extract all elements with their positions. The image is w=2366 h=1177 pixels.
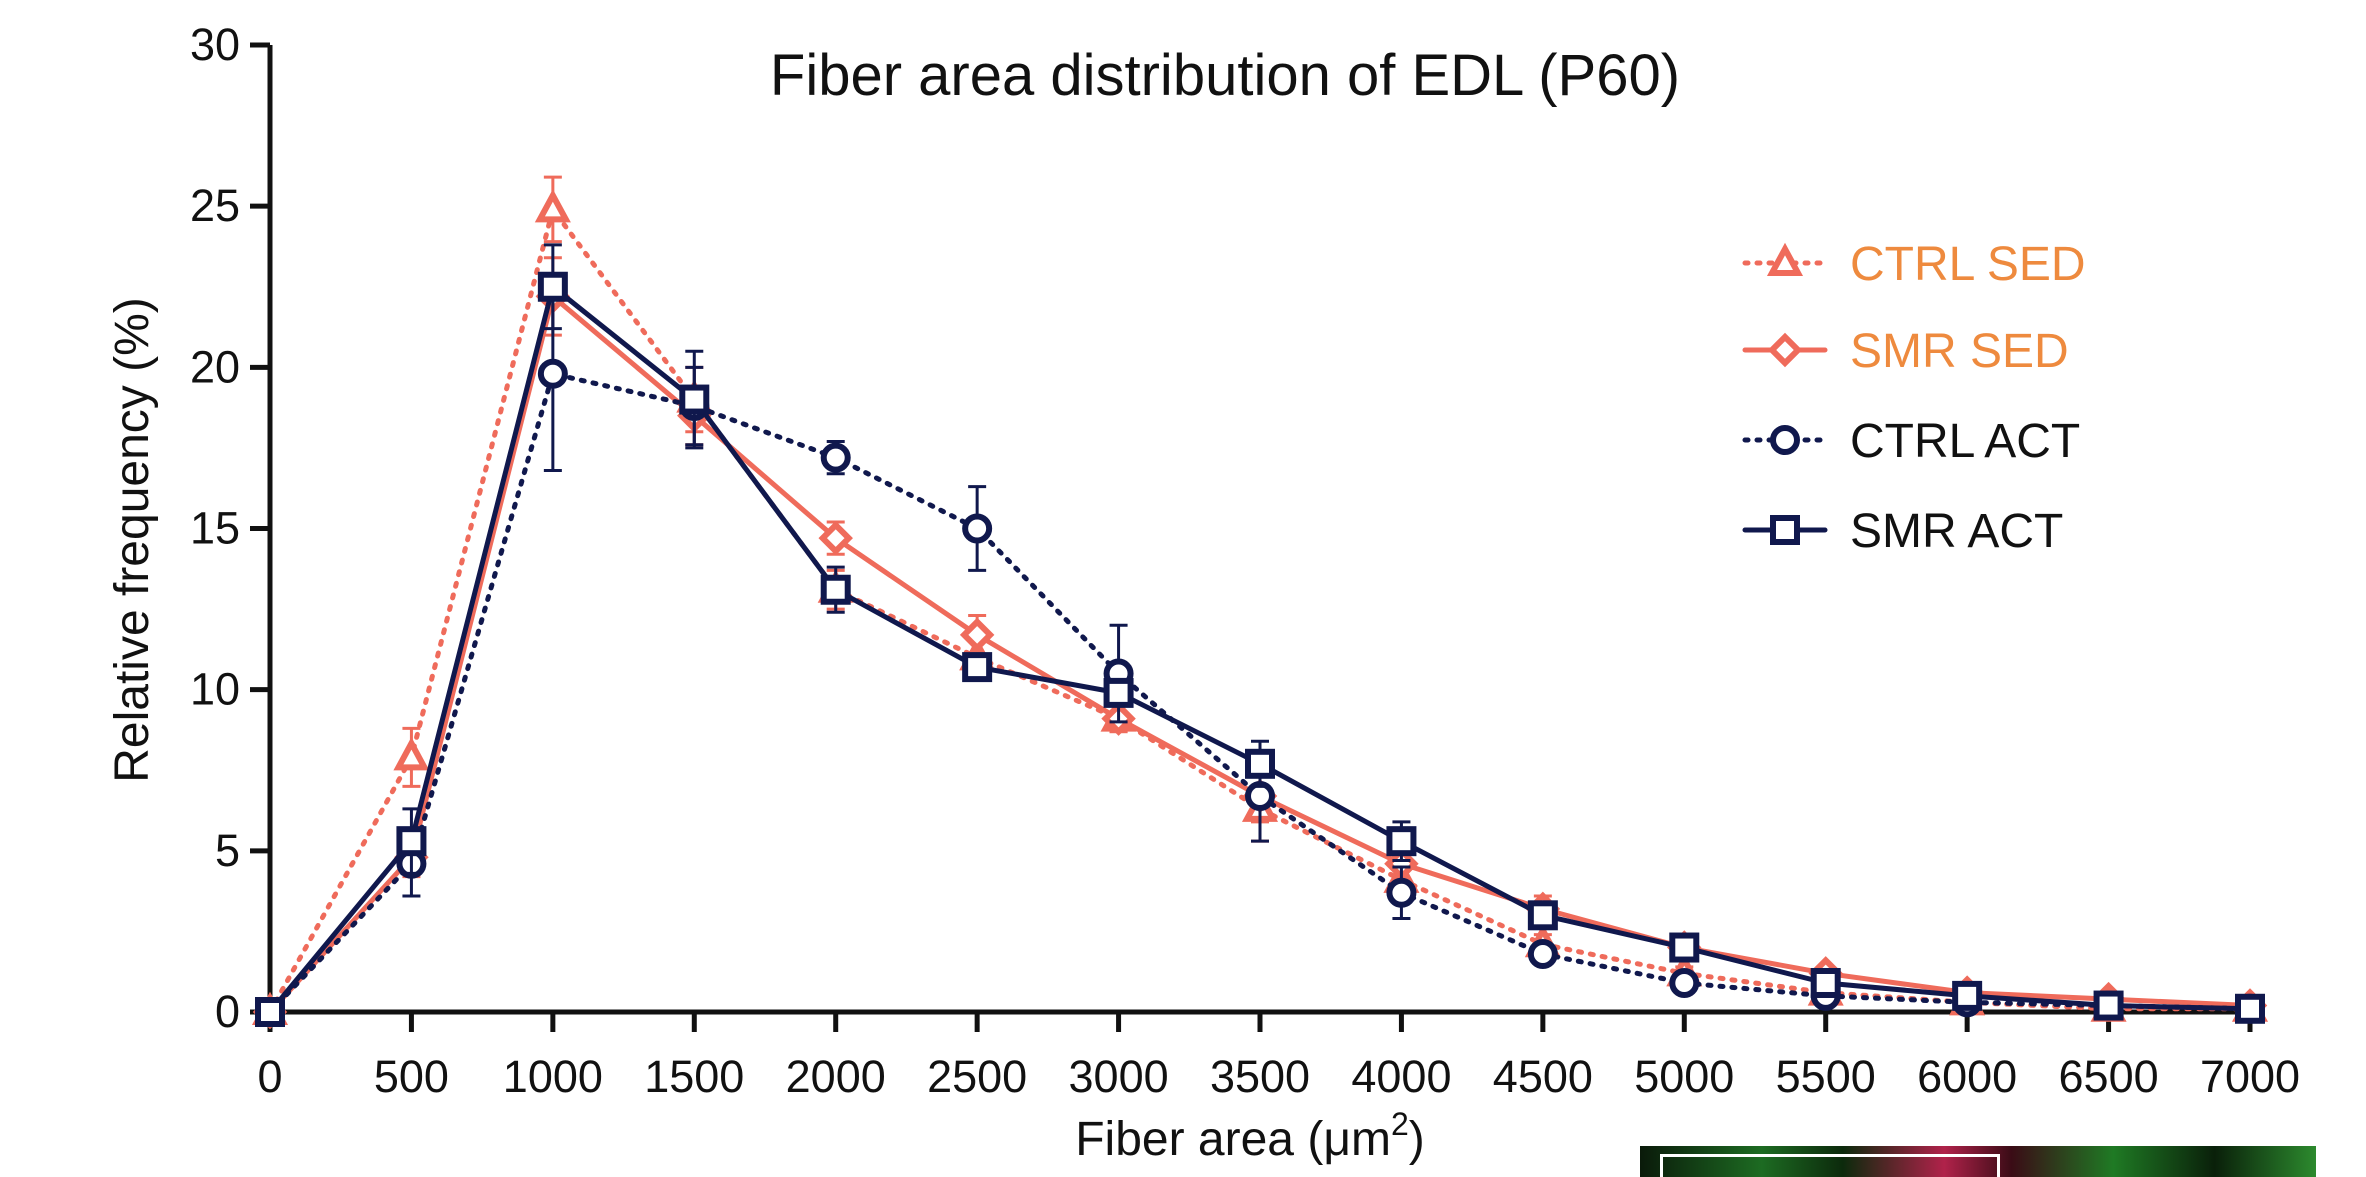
data-point-ctrl-act (820, 442, 851, 473)
x-tick-label: 500 (374, 1051, 449, 1102)
legend-marker-ctrl-sed (1766, 242, 1804, 276)
legend: CTRL SED SMR SED CTRL ACT SMR ACT (1742, 238, 2086, 558)
x-tick-label: 6000 (1917, 1051, 2017, 1102)
y-ticks: 0 5 10 15 20 25 30 (190, 19, 270, 1037)
data-point-smr-act (1103, 677, 1134, 708)
data-point-smr-act (1245, 748, 1275, 779)
x-tick-label: 4000 (1351, 1051, 1451, 1102)
x-tick-label: 2500 (927, 1051, 1027, 1102)
series-line-ctrl-act (267, 371, 2253, 1015)
x-tick-label: 3500 (1210, 1051, 1310, 1102)
x-tick-label: 2000 (786, 1051, 886, 1102)
y-tick-label: 10 (190, 664, 240, 715)
micrograph-inset-frame (1660, 1154, 2000, 1177)
axes: 0 5 10 15 20 25 30 0 500 1000 1500 2000 2500 3000 350… (190, 19, 2300, 1102)
data-point-smr-act (962, 652, 993, 683)
data-point-ctrl-sed (393, 737, 430, 771)
data-point-ctrl-act (1527, 938, 1558, 969)
x-tick-label: 3000 (1069, 1051, 1169, 1102)
x-tick-label: 5500 (1776, 1051, 1876, 1102)
x-tick-label: 1500 (644, 1051, 744, 1102)
chart-title: Fiber area distribution of EDL (P60) (770, 43, 1680, 108)
data-point-smr-act (1669, 932, 1700, 963)
data-point-smr-act (1810, 967, 1841, 998)
y-tick-label: 5 (215, 825, 240, 876)
x-ticks: 0 500 1000 1500 2000 2500 3000 3500 4000 4500 5000… (257, 1012, 2300, 1102)
data-point-smr-act (1527, 900, 1558, 931)
y-tick-label: 20 (190, 341, 240, 392)
series-line-smr-act (267, 284, 2253, 1015)
x-axis-title-suffix: ) (1409, 1113, 1425, 1166)
series-smr-act (255, 243, 2265, 1027)
data-point-smr-sed (959, 617, 995, 653)
y-tick-label: 15 (190, 503, 240, 554)
legend-marker-ctrl-act (1770, 425, 1800, 455)
legend-label-ctrl-sed: CTRL SED (1850, 238, 2086, 291)
x-tick-label: 5000 (1634, 1051, 1734, 1102)
data-point-ctrl-act (537, 358, 568, 389)
x-axis-title-superscript: 2 (1391, 1106, 1409, 1142)
data-point-smr-act (1952, 980, 1983, 1011)
series-line-smr-sed (267, 293, 2253, 1015)
y-axis-title: Relative frequency (%) (106, 297, 159, 783)
data-point-smr-act (396, 826, 427, 857)
x-tick-label: 7000 (2200, 1051, 2300, 1102)
legend-label-smr-sed: SMR SED (1850, 325, 2069, 378)
data-point-smr-act (2093, 990, 2124, 1021)
data-point-ctrl-act (1669, 967, 1700, 998)
x-tick-label: 6500 (2059, 1051, 2159, 1102)
y-tick-label: 25 (190, 180, 240, 231)
legend-marker-smr-sed (1767, 332, 1803, 368)
legend-label-ctrl-act: CTRL ACT (1850, 415, 2080, 468)
plot-area (251, 175, 2269, 1030)
data-point-smr-act (679, 384, 710, 415)
micrograph-inset (1640, 1146, 2316, 1177)
data-point-ctrl-act (962, 513, 993, 544)
data-point-smr-act (537, 271, 568, 302)
legend-marker-smr-act (1770, 515, 1800, 545)
x-axis-title-main: Fiber area (μm (1075, 1113, 1391, 1166)
data-point-smr-sed (818, 520, 853, 556)
x-tick-label: 0 (257, 1051, 282, 1102)
data-point-smr-act (820, 574, 851, 605)
x-tick-label: 1000 (503, 1051, 603, 1102)
x-tick-label: 4500 (1493, 1051, 1593, 1102)
data-point-smr-act (1386, 826, 1417, 857)
data-point-smr-act (255, 997, 285, 1027)
series-ctrl-act (255, 275, 2265, 1027)
y-tick-label: 0 (215, 986, 240, 1037)
data-point-ctrl-sed (534, 189, 571, 223)
data-point-ctrl-act (1386, 877, 1417, 908)
legend-label-smr-act: SMR ACT (1850, 505, 2063, 558)
data-point-smr-act (2235, 993, 2265, 1024)
x-axis-title: Fiber area (μm2) (1075, 1106, 1425, 1166)
y-tick-label: 30 (190, 19, 240, 70)
